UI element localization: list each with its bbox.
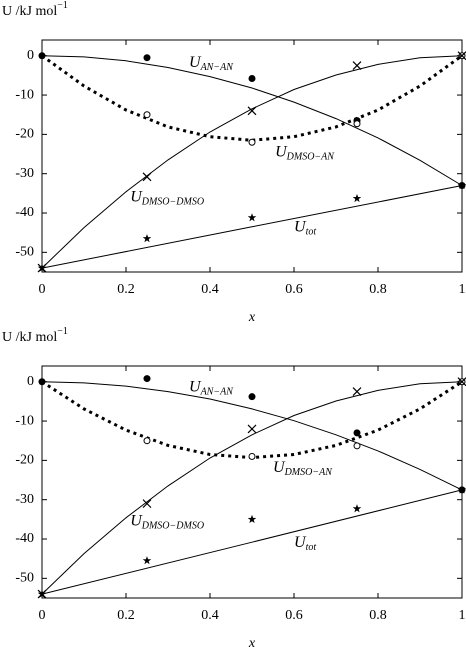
fit-curve bbox=[41, 185, 463, 269]
series-label-subscript: DMSO−AN bbox=[284, 468, 334, 479]
x-tick-label: 0.8 bbox=[369, 608, 387, 623]
point bbox=[457, 485, 466, 494]
series-label: Utot bbox=[294, 534, 316, 554]
point bbox=[352, 387, 362, 396]
x-tick-label: 0.8 bbox=[369, 282, 387, 297]
point bbox=[457, 377, 466, 387]
series-label-name: U bbox=[130, 512, 143, 529]
y-axis-label-superscript: −1 bbox=[57, 326, 68, 337]
point bbox=[353, 442, 361, 450]
y-tick-label: 0 bbox=[27, 48, 34, 63]
y-axis-label-superscript: −1 bbox=[57, 0, 68, 11]
y-tick-label: 0 bbox=[27, 374, 34, 389]
y-tick-label: -50 bbox=[15, 245, 34, 260]
x-tick-label: 0.4 bbox=[201, 608, 219, 623]
fit-curve bbox=[41, 381, 463, 491]
point bbox=[457, 51, 466, 61]
panel: U /kJ mol−1 x 0 -10 -20 -30 -40 -50 0 0.2 0.4 0.6 0.… bbox=[2, 0, 466, 325]
point bbox=[142, 172, 152, 182]
point bbox=[143, 54, 151, 62]
series-label: Utot bbox=[294, 218, 316, 238]
point bbox=[353, 429, 361, 437]
point bbox=[37, 263, 47, 272]
fit-curve bbox=[41, 54, 463, 142]
plot-frame bbox=[41, 365, 463, 599]
y-axis-label-text: U /kJ mol bbox=[2, 4, 57, 19]
x-tick-label: 0 bbox=[39, 282, 46, 297]
point bbox=[143, 437, 151, 445]
y-tick-label: -40 bbox=[15, 531, 34, 546]
y-axis-label: U /kJ mol−1 bbox=[2, 0, 68, 19]
series-label-name: U bbox=[130, 188, 143, 205]
point bbox=[142, 556, 152, 565]
panel: U /kJ mol−1 x 0 -10 -20 -30 -40 -50 0 0.2 0.4 0.6 0.… bbox=[2, 326, 466, 647]
x-axis-label: x bbox=[248, 636, 256, 647]
fit-curve bbox=[41, 489, 463, 595]
series-label-name: U bbox=[275, 143, 288, 160]
x-tick-label: 0.6 bbox=[285, 608, 303, 623]
point bbox=[248, 452, 256, 460]
point bbox=[248, 75, 256, 83]
series-label-subscript: AN−AN bbox=[200, 62, 235, 73]
fit-curve bbox=[41, 381, 463, 595]
fit-curve bbox=[41, 55, 463, 186]
y-tick-label: -20 bbox=[15, 127, 34, 142]
x-tick-label: 1 bbox=[459, 608, 466, 623]
series-label-subscript: tot bbox=[306, 227, 317, 238]
x-tick-label: 0.4 bbox=[201, 282, 219, 297]
y-tick-label: -20 bbox=[15, 453, 34, 468]
point bbox=[247, 106, 257, 116]
y-tick-label: -40 bbox=[15, 205, 34, 220]
y-tick-label: -50 bbox=[15, 571, 34, 586]
x-tick-label: 0 bbox=[39, 608, 46, 623]
series-label: UDMSO−AN bbox=[273, 459, 333, 479]
series-label-name: U bbox=[294, 534, 307, 551]
series-label: UAN−AN bbox=[189, 378, 234, 398]
series-label-subscript: DMSO−DMSO bbox=[141, 197, 204, 208]
point bbox=[143, 375, 151, 383]
point bbox=[143, 111, 151, 119]
x-axis-label: x bbox=[248, 310, 256, 325]
series-label-subscript: tot bbox=[306, 542, 317, 553]
point bbox=[37, 589, 47, 598]
y-tick-label: -30 bbox=[15, 492, 34, 507]
point bbox=[457, 181, 466, 190]
y-tick-label: -10 bbox=[15, 87, 34, 102]
x-tick-label: 0.2 bbox=[117, 608, 135, 623]
point bbox=[248, 393, 256, 401]
fit-curve bbox=[41, 380, 463, 460]
point bbox=[142, 234, 152, 243]
y-tick-label: -30 bbox=[15, 166, 34, 181]
y-axis-label: U /kJ mol−1 bbox=[2, 326, 68, 345]
x-tick-label: 0.2 bbox=[117, 282, 135, 297]
series-label: UDMSO−DMSO bbox=[130, 512, 204, 532]
point bbox=[352, 194, 362, 203]
point bbox=[352, 61, 362, 70]
plot-frame bbox=[41, 39, 463, 273]
y-tick-label: -10 bbox=[15, 413, 34, 428]
series-label-name: U bbox=[273, 459, 286, 476]
y-axis-label-text: U /kJ mol bbox=[2, 330, 57, 345]
series-label: UDMSO−DMSO bbox=[130, 188, 204, 208]
x-tick-label: 1 bbox=[459, 282, 466, 297]
series-label-subscript: DMSO−AN bbox=[286, 152, 336, 163]
series-label: UDMSO−AN bbox=[275, 143, 335, 163]
point bbox=[247, 213, 257, 222]
series-label-name: U bbox=[189, 378, 202, 395]
x-tick-label: 0.6 bbox=[285, 282, 303, 297]
series-label-subscript: AN−AN bbox=[200, 387, 235, 398]
fit-curve bbox=[41, 55, 463, 269]
series-label-name: U bbox=[189, 53, 202, 70]
point bbox=[142, 499, 152, 509]
point bbox=[352, 504, 362, 513]
point bbox=[247, 424, 257, 434]
point bbox=[247, 514, 257, 523]
point bbox=[353, 120, 361, 128]
series-label-name: U bbox=[294, 218, 307, 235]
series-label: UAN−AN bbox=[189, 53, 234, 73]
series-label-subscript: DMSO−DMSO bbox=[141, 521, 204, 532]
point bbox=[248, 138, 256, 146]
